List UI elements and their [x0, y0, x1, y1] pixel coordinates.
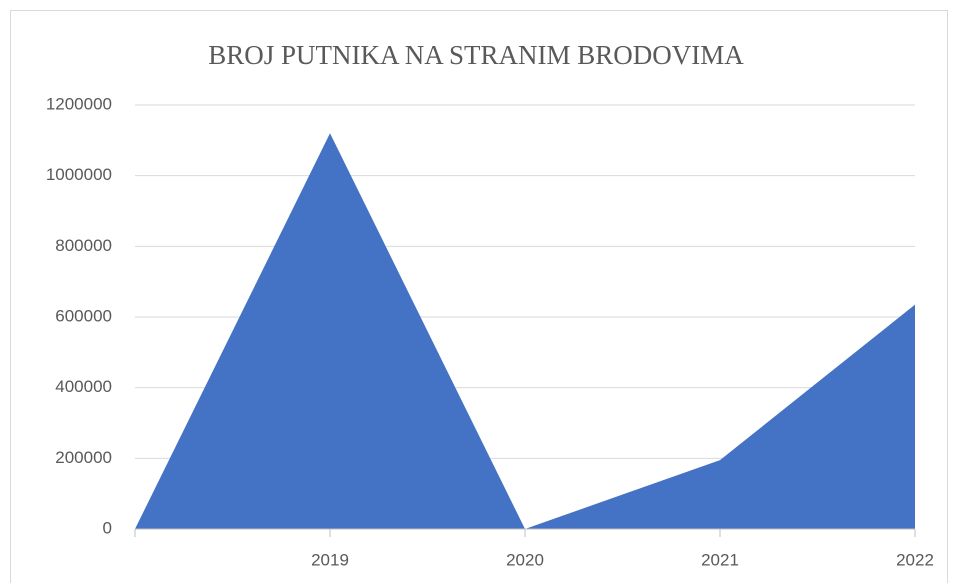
x-tick-label: 2021	[701, 550, 739, 569]
x-tick-label: 2022	[896, 550, 934, 569]
chart-title: BROJ PUTNIKA NA STRANIM BRODOVIMA	[208, 40, 744, 70]
y-tick-label: 800000	[55, 236, 112, 255]
y-tick-label: 0	[103, 518, 112, 537]
y-tick-label: 600000	[55, 306, 112, 325]
x-tick-label: 2020	[506, 550, 544, 569]
y-tick-label: 400000	[55, 377, 112, 396]
y-tick-label: 200000	[55, 448, 112, 467]
y-tick-label: 1000000	[46, 165, 112, 184]
area	[135, 133, 915, 529]
y-tick-label: 1200000	[46, 94, 112, 113]
x-tick-label: 2019	[311, 550, 349, 569]
